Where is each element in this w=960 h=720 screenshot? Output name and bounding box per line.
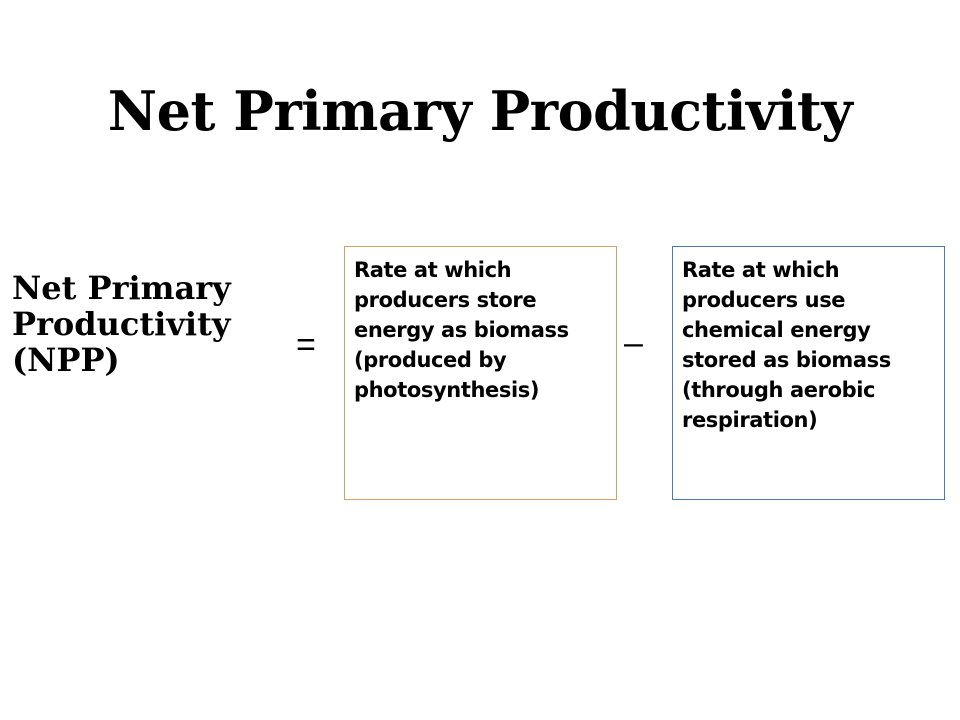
respiration-box-line: respiration) [682,408,818,432]
respiration-box: Rate at which producers use chemical ene… [672,246,945,500]
gross-box-line: energy as biomass [354,318,569,342]
respiration-box-line: chemical energy [682,318,871,342]
gross-productivity-box: Rate at which producers store energy as … [344,246,617,500]
respiration-box-line: (through aerobic [682,378,876,402]
npp-term-line: Productivity [12,305,231,343]
gross-box-line: producers store [354,288,537,312]
respiration-box-line: Rate at which [682,258,840,282]
npp-term: Net Primary Productivity (NPP) [12,270,282,378]
respiration-box-line: producers use [682,288,846,312]
gross-box-line: photosynthesis) [354,378,540,402]
gross-box-line: Rate at which [354,258,512,282]
equals-sign: = [296,326,316,364]
respiration-box-line: stored as biomass [682,348,891,372]
minus-sign: – [624,324,643,362]
npp-term-line: (NPP) [12,341,120,379]
gross-box-line: (produced by [354,348,507,372]
slide-title: Net Primary Productivity [107,79,853,143]
npp-term-line: Net Primary [12,269,231,307]
